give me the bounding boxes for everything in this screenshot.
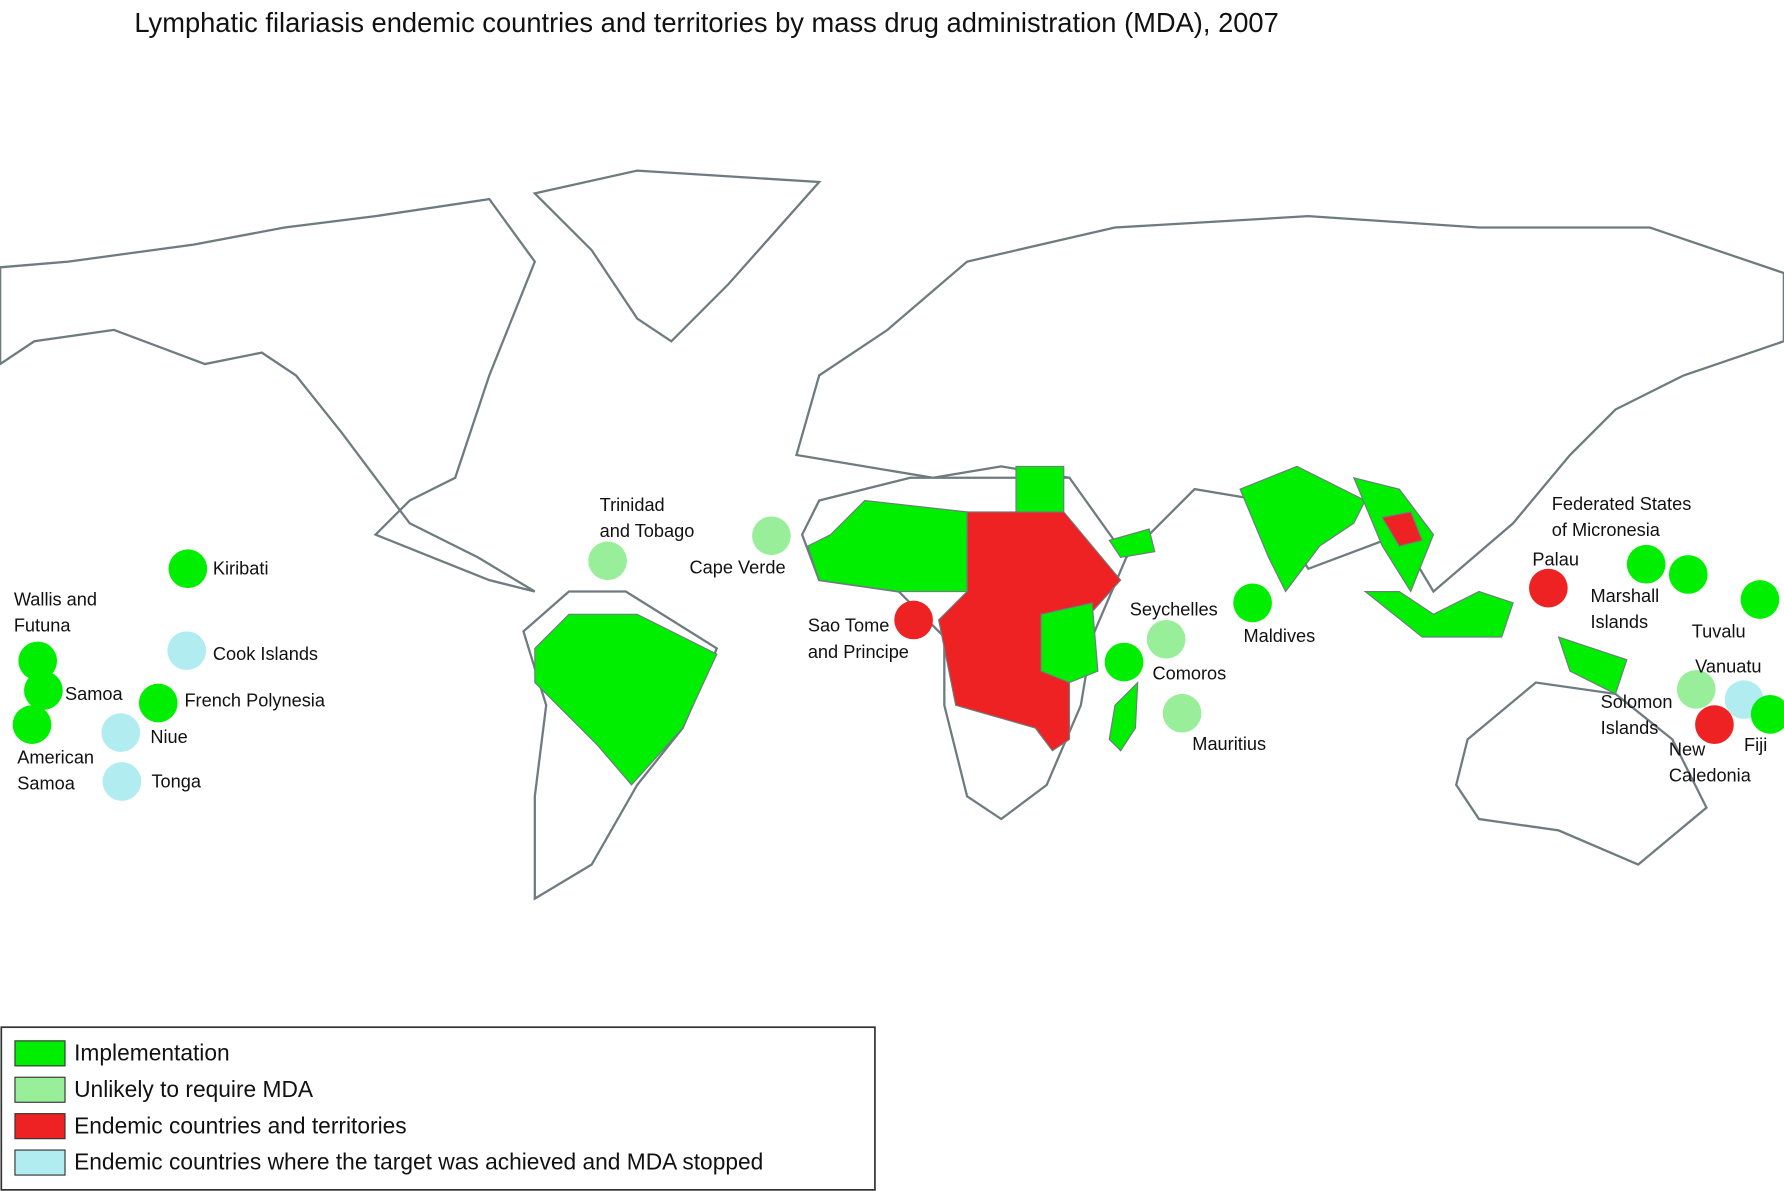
legend-label: Endemic countries and territories (74, 1112, 407, 1138)
colored-regions (534, 465, 1628, 786)
marker-label: Seychelles (1130, 600, 1218, 620)
marker-label: of Micronesia (1552, 520, 1661, 540)
marker (102, 762, 142, 801)
marker (1529, 568, 1568, 608)
region (1108, 681, 1139, 752)
legend-swatch (14, 1040, 66, 1067)
marker-label: Marshall (1590, 586, 1659, 606)
marker (1146, 619, 1186, 659)
marker (1740, 580, 1780, 619)
marker (1233, 583, 1272, 623)
legend-box (0, 1026, 876, 1191)
legend: Implementation Unlikely to require MDA End… (0, 1026, 876, 1191)
marker (24, 671, 63, 710)
marker (138, 683, 178, 723)
marker-label: Solomon (1601, 692, 1673, 712)
marker-label: Futuna (14, 616, 72, 636)
marker (12, 705, 52, 744)
marker-label: New (1669, 740, 1706, 760)
legend-swatch (14, 1076, 66, 1103)
region (1363, 590, 1514, 638)
marker-label: Cape Verde (690, 558, 786, 578)
marker-label: Trinidad (600, 495, 665, 515)
region (1557, 636, 1628, 695)
region (807, 499, 968, 593)
north-america (0, 197, 537, 593)
marker-label: Sao Tome (808, 616, 890, 636)
marker-label: Niue (150, 727, 187, 747)
greenland (532, 169, 822, 343)
island-markers: Kiribati Wallis and Futuna Samoa American Sam… (12, 494, 1784, 801)
legend-label: Implementation (74, 1040, 230, 1066)
region (1381, 511, 1423, 547)
marker-label: Tonga (151, 771, 201, 791)
marker-label: French Polynesia (184, 691, 325, 711)
marker (168, 549, 208, 589)
marker-label: Palau (1532, 550, 1579, 570)
marker-label: Islands (1590, 612, 1648, 632)
region (938, 511, 1122, 752)
marker-label: Maldives (1243, 626, 1315, 646)
legend-items: Implementation Unlikely to require MDA End… (14, 1040, 763, 1176)
marker-label: Cook Islands (213, 644, 318, 664)
marker (1750, 695, 1784, 734)
marker-label: and Tobago (600, 521, 695, 541)
marker-label: Samoa (17, 774, 76, 794)
legend-label: Endemic countries where the target was a… (74, 1149, 763, 1175)
marker-label: Samoa (65, 684, 124, 704)
region (534, 613, 718, 786)
australia (1454, 681, 1708, 866)
title: Lymphatic filariasis endemic countries a… (134, 7, 1278, 38)
region (1239, 465, 1366, 593)
marker (1162, 693, 1202, 733)
marker-label: Islands (1601, 718, 1659, 738)
marker (1695, 705, 1734, 744)
marker-label: Tuvalu (1692, 621, 1746, 641)
marker (1676, 670, 1716, 709)
legend-label: Unlikely to require MDA (74, 1076, 314, 1102)
region (1108, 528, 1156, 559)
marker (1668, 555, 1708, 594)
marker (588, 541, 627, 581)
marker-label: Federated States (1552, 494, 1692, 514)
marker-label: and Principe (808, 642, 909, 662)
marker (167, 631, 207, 671)
marker (18, 641, 58, 681)
marker (752, 516, 791, 556)
marker-label: Wallis and (14, 589, 97, 609)
marker (894, 600, 933, 640)
marker-label: Caledonia (1669, 766, 1752, 786)
marker-label: Mauritius (1192, 734, 1266, 754)
legend-swatch (14, 1149, 66, 1176)
marker-label: American (17, 748, 94, 768)
marker-label: Comoros (1152, 663, 1226, 683)
marker (1626, 544, 1666, 584)
marker-label: Vanuatu (1695, 657, 1761, 677)
legend-swatch (14, 1113, 66, 1140)
marker-label: Kiribati (213, 559, 269, 579)
region (1015, 465, 1065, 513)
marker-label: Fiji (1744, 735, 1767, 755)
marker (1104, 642, 1144, 682)
region (1040, 602, 1099, 684)
marker (101, 713, 141, 752)
